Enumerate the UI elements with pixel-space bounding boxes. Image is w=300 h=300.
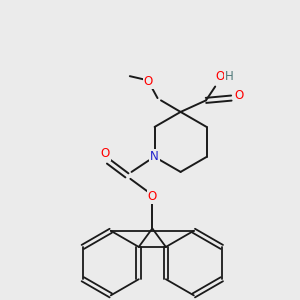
Text: N: N <box>150 150 159 164</box>
Text: O: O <box>148 190 157 203</box>
Text: O: O <box>215 70 224 83</box>
Text: H: H <box>225 70 233 83</box>
Text: O: O <box>144 75 153 88</box>
Text: N: N <box>150 150 159 164</box>
Text: O: O <box>235 89 244 102</box>
Text: O: O <box>100 147 109 160</box>
